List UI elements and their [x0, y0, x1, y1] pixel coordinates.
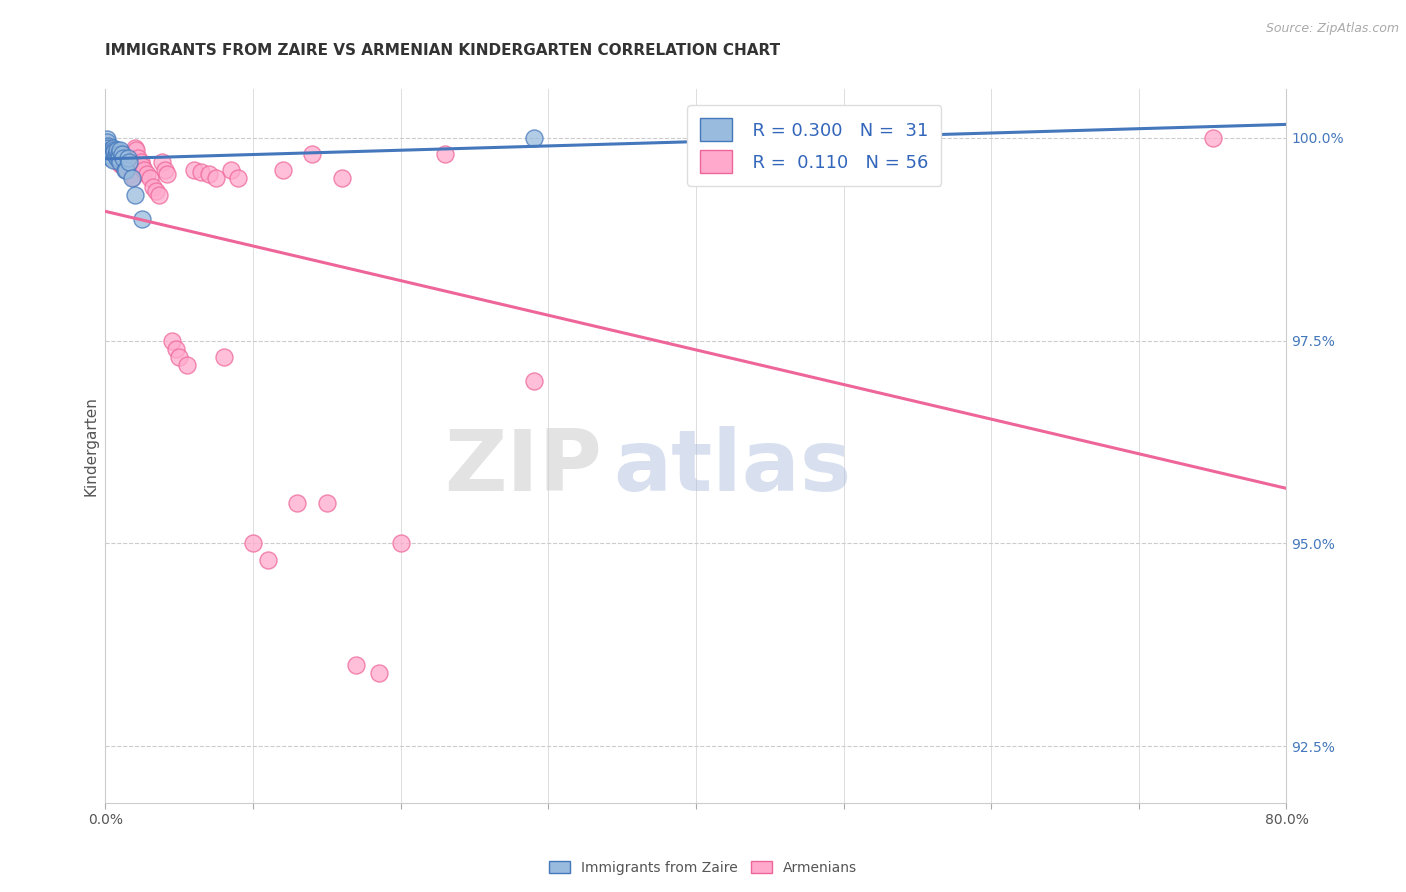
- Point: [367, 666, 389, 681]
- Point: [346, 657, 368, 672]
- Point: [301, 147, 323, 161]
- Point: [153, 163, 176, 178]
- Point: [110, 157, 132, 171]
- Point: [98, 143, 121, 157]
- Point: [117, 153, 139, 168]
- Point: [132, 163, 155, 178]
- Point: [115, 163, 138, 178]
- Point: [160, 334, 183, 348]
- Point: [122, 169, 145, 184]
- Point: [125, 143, 148, 157]
- Text: ZIP: ZIP: [444, 425, 602, 509]
- Point: [242, 536, 264, 550]
- Point: [131, 211, 153, 226]
- Point: [183, 163, 205, 178]
- Point: [120, 165, 142, 179]
- Point: [287, 496, 309, 510]
- Point: [98, 147, 121, 161]
- Point: [330, 171, 353, 186]
- Point: [103, 149, 125, 163]
- Point: [138, 171, 162, 186]
- Point: [150, 155, 173, 169]
- Point: [96, 135, 118, 149]
- Text: atlas: atlas: [613, 425, 852, 509]
- Text: Source: ZipAtlas.com: Source: ZipAtlas.com: [1265, 22, 1399, 36]
- Point: [112, 151, 135, 165]
- Point: [117, 151, 139, 165]
- Text: IMMIGRANTS FROM ZAIRE VS ARMENIAN KINDERGARTEN CORRELATION CHART: IMMIGRANTS FROM ZAIRE VS ARMENIAN KINDER…: [105, 43, 780, 58]
- Point: [256, 552, 278, 566]
- Point: [101, 145, 124, 160]
- Point: [434, 147, 457, 161]
- Point: [101, 153, 124, 167]
- Point: [98, 145, 121, 160]
- Point: [135, 167, 157, 181]
- Point: [115, 151, 138, 165]
- Point: [107, 155, 129, 169]
- Point: [121, 167, 143, 181]
- Point: [522, 374, 544, 388]
- Point: [103, 145, 125, 160]
- Point: [226, 171, 250, 186]
- Point: [315, 496, 337, 510]
- Point: [104, 149, 127, 163]
- Point: [97, 139, 120, 153]
- Point: [114, 163, 136, 178]
- Point: [110, 143, 132, 157]
- Point: [104, 150, 127, 164]
- Point: [98, 140, 121, 154]
- Point: [105, 151, 128, 165]
- Point: [107, 151, 129, 165]
- Point: [118, 155, 141, 169]
- Point: [111, 147, 134, 161]
- Point: [165, 342, 187, 356]
- Point: [197, 167, 219, 181]
- Point: [111, 158, 134, 172]
- Point: [100, 151, 122, 165]
- Point: [190, 165, 212, 179]
- Point: [145, 184, 167, 198]
- Point: [156, 167, 179, 181]
- Point: [112, 147, 135, 161]
- Point: [205, 171, 228, 186]
- Point: [118, 163, 141, 178]
- Point: [389, 536, 412, 550]
- Point: [96, 132, 118, 146]
- Point: [114, 149, 136, 163]
- Point: [101, 140, 124, 154]
- Point: [121, 171, 143, 186]
- Point: [104, 147, 127, 161]
- Legend: Immigrants from Zaire, Armenians: Immigrants from Zaire, Armenians: [543, 855, 863, 880]
- Point: [212, 350, 235, 364]
- Point: [107, 147, 129, 161]
- Point: [103, 143, 125, 157]
- Point: [176, 358, 198, 372]
- Point: [100, 143, 122, 157]
- Y-axis label: Kindergarten: Kindergarten: [83, 396, 98, 496]
- Point: [100, 149, 122, 163]
- Legend:   R = 0.300   N =  31,   R =  0.110   N = 56: R = 0.300 N = 31, R = 0.110 N = 56: [688, 105, 941, 186]
- Point: [124, 187, 146, 202]
- Point: [271, 163, 294, 178]
- Point: [219, 163, 242, 178]
- Point: [127, 151, 149, 165]
- Point: [105, 153, 128, 167]
- Point: [1201, 131, 1223, 145]
- Point: [169, 350, 191, 364]
- Point: [131, 159, 153, 173]
- Point: [97, 139, 120, 153]
- Point: [522, 131, 544, 145]
- Point: [105, 143, 128, 157]
- Point: [142, 179, 165, 194]
- Point: [110, 155, 132, 169]
- Point: [129, 155, 152, 169]
- Point: [124, 140, 146, 154]
- Point: [97, 140, 120, 154]
- Point: [148, 187, 170, 202]
